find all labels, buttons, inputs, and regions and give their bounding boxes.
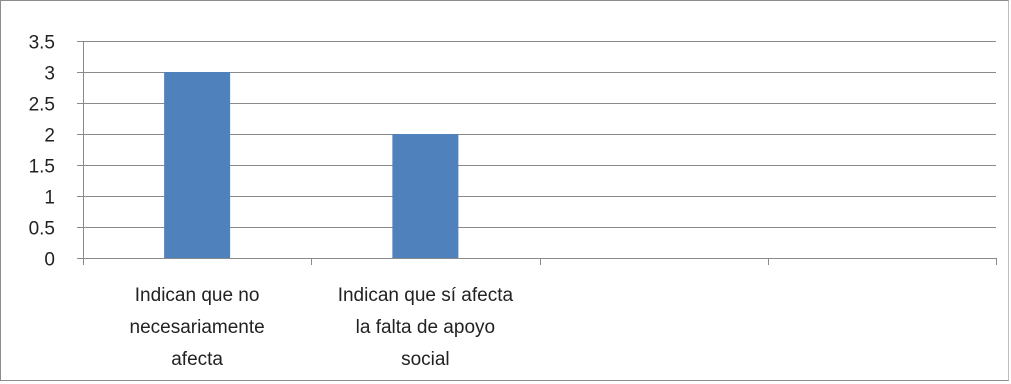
- y-tick-label: 1: [44, 188, 55, 209]
- bar: [392, 134, 459, 258]
- y-tick-label: 2: [44, 126, 55, 147]
- x-category-label: Indican que no: [135, 285, 260, 306]
- y-tick-label: 2.5: [29, 95, 55, 116]
- y-tick-labels: 0 0.5 1 1.5 2 2.5 3 3.5: [29, 33, 55, 271]
- y-tick-label: 0: [44, 250, 55, 271]
- bar: [164, 72, 231, 258]
- x-category-label: la falta de apoyo: [356, 317, 495, 338]
- bars: [164, 72, 459, 258]
- x-category-label: social: [401, 349, 450, 370]
- x-category-label: necesariamente: [130, 317, 265, 338]
- x-category-label: Indican que sí afecta: [338, 285, 514, 306]
- y-tick-label: 3.5: [29, 33, 55, 54]
- y-tick-label: 1.5: [29, 157, 55, 178]
- x-category-labels: Indican que no necesariamente afecta Indica…: [130, 285, 514, 370]
- y-tick-label: 0.5: [29, 219, 55, 240]
- x-category-label: afecta: [171, 349, 223, 370]
- gridlines: [83, 41, 996, 228]
- axes: [77, 41, 997, 265]
- y-tick-label: 3: [44, 64, 55, 85]
